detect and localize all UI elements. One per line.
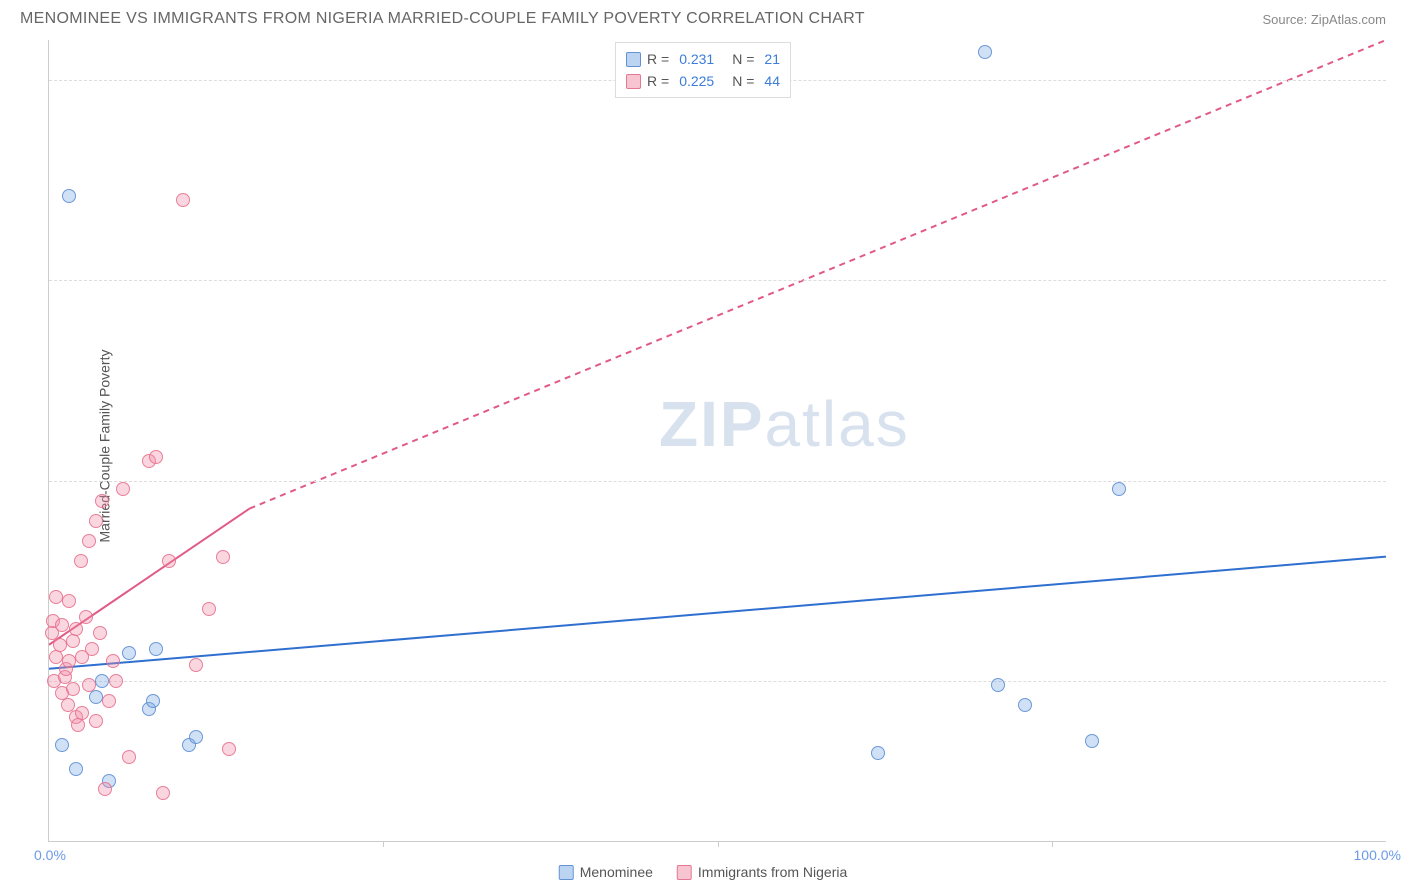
- data-point: [55, 738, 69, 752]
- series-legend: Menominee Immigrants from Nigeria: [559, 864, 848, 880]
- data-point: [89, 514, 103, 528]
- data-point: [74, 554, 88, 568]
- data-point: [66, 634, 80, 648]
- data-point: [189, 658, 203, 672]
- data-point: [71, 718, 85, 732]
- data-point: [122, 750, 136, 764]
- r-label: R =: [647, 51, 669, 67]
- source-credit: Source: ZipAtlas.com: [1262, 12, 1386, 27]
- data-point: [69, 622, 83, 636]
- data-point: [222, 742, 236, 756]
- data-point: [98, 782, 112, 796]
- data-point: [82, 678, 96, 692]
- swatch-blue: [626, 52, 641, 67]
- data-point: [85, 642, 99, 656]
- data-point: [89, 690, 103, 704]
- data-point: [1018, 698, 1032, 712]
- data-point: [978, 45, 992, 59]
- data-point: [75, 706, 89, 720]
- data-point: [109, 674, 123, 688]
- data-point: [93, 626, 107, 640]
- data-point: [216, 550, 230, 564]
- data-point: [202, 602, 216, 616]
- y-tick-label: 5.0%: [1391, 673, 1406, 689]
- n-label: N =: [732, 51, 754, 67]
- source-link[interactable]: ZipAtlas.com: [1311, 12, 1386, 27]
- swatch-pink: [677, 865, 692, 880]
- data-point: [991, 678, 1005, 692]
- data-point: [162, 554, 176, 568]
- data-point: [189, 730, 203, 744]
- trend-line: [49, 557, 1386, 669]
- y-tick-label: 15.0%: [1391, 272, 1406, 288]
- n-value-blue: 21: [764, 51, 780, 67]
- data-point: [176, 193, 190, 207]
- data-point: [871, 746, 885, 760]
- scatter-chart: ZIPatlas 5.0%10.0%15.0%20.0%0.0%100.0%: [48, 40, 1386, 842]
- x-grid-tick: [383, 841, 384, 847]
- gridline: [49, 280, 1386, 281]
- data-point: [1112, 482, 1126, 496]
- data-point: [149, 642, 163, 656]
- legend-item-menominee: Menominee: [559, 864, 653, 880]
- data-point: [55, 618, 69, 632]
- x-tick-label: 0.0%: [34, 847, 66, 863]
- data-point: [95, 674, 109, 688]
- gridline: [49, 681, 1386, 682]
- data-point: [95, 494, 109, 508]
- data-point: [49, 590, 63, 604]
- x-grid-tick: [1052, 841, 1053, 847]
- data-point: [49, 650, 63, 664]
- data-point: [106, 654, 120, 668]
- source-prefix: Source:: [1262, 12, 1310, 27]
- correlation-legend: R = 0.231 N = 21 R = 0.225 N = 44: [615, 42, 791, 98]
- gridline: [49, 481, 1386, 482]
- data-point: [156, 786, 170, 800]
- y-tick-label: 10.0%: [1391, 473, 1406, 489]
- legend-label-menominee: Menominee: [580, 864, 653, 880]
- n-value-pink: 44: [764, 73, 780, 89]
- n-label: N =: [732, 73, 754, 89]
- data-point: [69, 762, 83, 776]
- data-point: [62, 594, 76, 608]
- data-point: [149, 450, 163, 464]
- legend-item-nigeria: Immigrants from Nigeria: [677, 864, 847, 880]
- x-tick-label: 100.0%: [1354, 847, 1401, 863]
- r-value-blue: 0.231: [679, 51, 714, 67]
- data-point: [89, 714, 103, 728]
- trend-line: [250, 40, 1386, 509]
- data-point: [62, 189, 76, 203]
- data-point: [82, 534, 96, 548]
- chart-title: MENOMINEE VS IMMIGRANTS FROM NIGERIA MAR…: [20, 10, 865, 28]
- data-point: [102, 694, 116, 708]
- swatch-blue: [559, 865, 574, 880]
- data-point: [66, 682, 80, 696]
- r-value-pink: 0.225: [679, 73, 714, 89]
- y-tick-label: 20.0%: [1391, 72, 1406, 88]
- legend-row-menominee: R = 0.231 N = 21: [626, 48, 780, 70]
- legend-label-nigeria: Immigrants from Nigeria: [698, 864, 847, 880]
- data-point: [53, 638, 67, 652]
- data-point: [146, 694, 160, 708]
- data-point: [116, 482, 130, 496]
- r-label: R =: [647, 73, 669, 89]
- data-point: [122, 646, 136, 660]
- legend-row-nigeria: R = 0.225 N = 44: [626, 70, 780, 92]
- trend-lines: [49, 40, 1386, 841]
- swatch-pink: [626, 74, 641, 89]
- data-point: [1085, 734, 1099, 748]
- data-point: [79, 610, 93, 624]
- data-point: [62, 654, 76, 668]
- x-grid-tick: [718, 841, 719, 847]
